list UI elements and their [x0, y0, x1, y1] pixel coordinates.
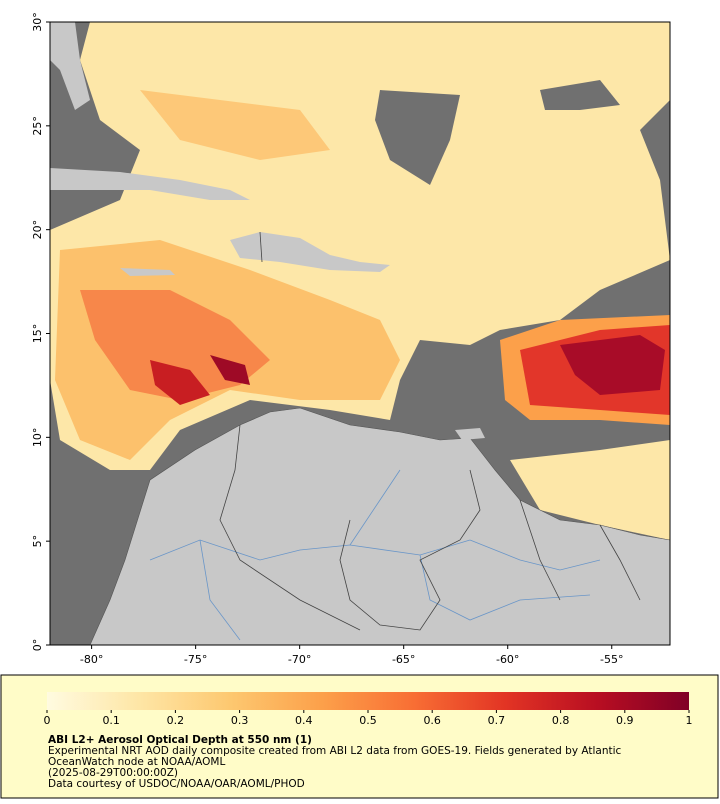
aerosol-gap — [375, 90, 460, 185]
x-tick-label: -80° — [80, 653, 103, 666]
x-tick-label: -55° — [600, 653, 623, 666]
colorbar-tick-label: 0 — [44, 714, 51, 727]
land — [120, 268, 175, 276]
aerosol-gap — [540, 80, 620, 110]
rivers — [149, 469, 601, 641]
colorbar-tick-label: 0.2 — [167, 714, 185, 727]
y-tick-label: 25° — [31, 116, 44, 136]
y-tick-label: 10° — [31, 428, 44, 448]
caption-line: (2025-08-29T00:00:00Z) — [48, 767, 178, 779]
aerosol-band — [560, 335, 665, 395]
aerosol-peak — [210, 355, 250, 385]
land — [50, 168, 250, 200]
colorbar-tick-label: 0.7 — [488, 714, 506, 727]
borders — [219, 231, 641, 631]
caption-line: Experimental NRT AOD daily composite cre… — [48, 745, 622, 757]
colorbar-tick-label: 0.8 — [552, 714, 570, 727]
land — [230, 232, 390, 272]
aerosol-low — [510, 440, 670, 540]
map — [50, 22, 670, 645]
y-tick-label: 15° — [31, 324, 44, 344]
x-tick-label: -70° — [288, 653, 311, 666]
colorbar-ticks: 0 0.1 0.2 0.3 0.4 0.5 0.6 0.7 0.8 0.9 1 — [44, 710, 693, 727]
caption-line: Data courtesy of USDOC/NOAA/OAR/AOML/PHO… — [48, 778, 305, 790]
aerosol-mid — [140, 90, 330, 160]
y-tick-label: 20° — [31, 220, 44, 240]
caption-line: OceanWatch node at NOAA/AOML — [48, 756, 225, 768]
y-tick-label: 30° — [31, 12, 44, 32]
colorbar — [47, 692, 689, 710]
colorbar-tick-label: 0.9 — [616, 714, 634, 727]
land — [455, 428, 485, 440]
x-tick-label: -75° — [184, 653, 207, 666]
colorbar-tick-label: 0.5 — [359, 714, 377, 727]
colorbar-tick-label: 1 — [686, 714, 693, 727]
colorbar-tick-label: 0.4 — [295, 714, 313, 727]
aerosol-peak — [150, 360, 210, 405]
axes: -80° -75° -70° -65° -60° -55° 0° 5° 10° 15° 20° 25°… — [31, 12, 623, 666]
x-tick-label: -65° — [392, 653, 415, 666]
y-tick-label: 0° — [31, 639, 44, 652]
x-tick-label: -60° — [496, 653, 519, 666]
colorbar-tick-label: 0.6 — [423, 714, 441, 727]
y-tick-label: 5° — [31, 535, 44, 548]
land — [50, 22, 90, 110]
colorbar-tick-label: 0.1 — [102, 714, 120, 727]
colorbar-tick-label: 0.3 — [231, 714, 249, 727]
caption-title: ABI L2+ Aerosol Optical Depth at 550 nm … — [48, 734, 312, 746]
